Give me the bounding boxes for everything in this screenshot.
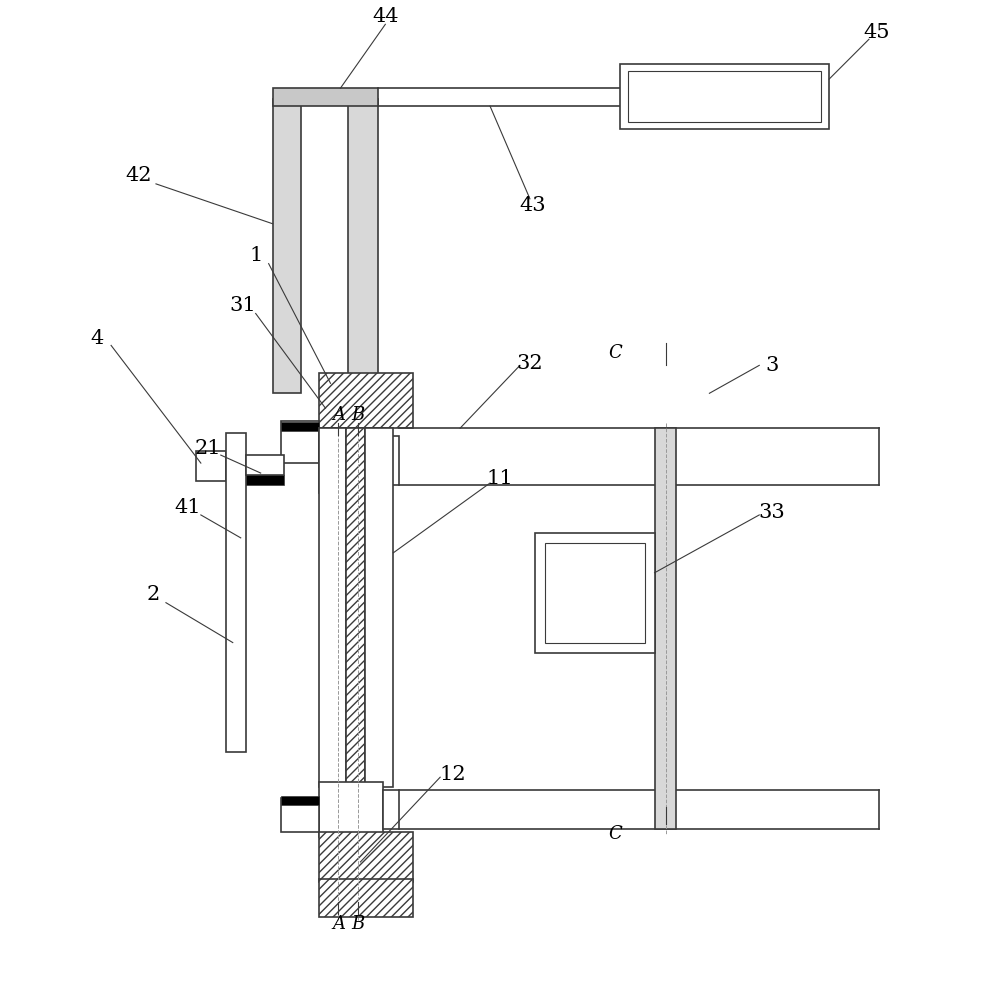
Text: 11: 11 <box>487 469 513 488</box>
Bar <box>273 99 301 393</box>
Bar <box>281 422 319 432</box>
Bar <box>319 879 413 917</box>
Bar <box>319 429 346 787</box>
Text: 31: 31 <box>229 296 256 315</box>
Text: C: C <box>608 825 622 843</box>
Text: C: C <box>608 344 622 363</box>
Text: 4: 4 <box>91 329 104 348</box>
Bar <box>545 543 645 643</box>
Bar <box>383 436 399 485</box>
Bar <box>319 832 413 882</box>
Text: 33: 33 <box>759 503 786 522</box>
Text: 45: 45 <box>864 23 890 42</box>
Text: 21: 21 <box>195 438 221 458</box>
Bar <box>346 429 365 787</box>
Text: 32: 32 <box>517 354 543 373</box>
Bar <box>348 99 378 393</box>
Bar <box>273 88 378 106</box>
Bar <box>620 64 829 129</box>
Bar <box>246 475 284 485</box>
Bar <box>281 798 319 832</box>
Text: B: B <box>352 406 365 425</box>
Bar <box>246 455 284 475</box>
Text: 1: 1 <box>249 246 262 265</box>
Text: 41: 41 <box>175 498 201 517</box>
Bar <box>319 782 383 837</box>
Bar <box>319 374 413 429</box>
Bar <box>281 796 319 805</box>
Text: 42: 42 <box>126 166 152 186</box>
Bar <box>535 533 655 653</box>
Bar <box>365 429 393 787</box>
Text: 3: 3 <box>766 356 779 375</box>
Text: A: A <box>332 915 345 933</box>
Bar <box>628 71 821 122</box>
Bar <box>196 451 226 481</box>
Text: 43: 43 <box>520 197 546 215</box>
Bar <box>383 790 399 829</box>
Bar <box>319 429 383 493</box>
Text: A: A <box>332 406 345 425</box>
Text: 2: 2 <box>146 585 160 605</box>
Text: B: B <box>352 915 365 933</box>
Bar <box>281 421 319 463</box>
Bar <box>226 434 246 752</box>
Text: 12: 12 <box>440 765 466 783</box>
Text: 44: 44 <box>372 7 399 26</box>
Bar <box>655 429 676 829</box>
